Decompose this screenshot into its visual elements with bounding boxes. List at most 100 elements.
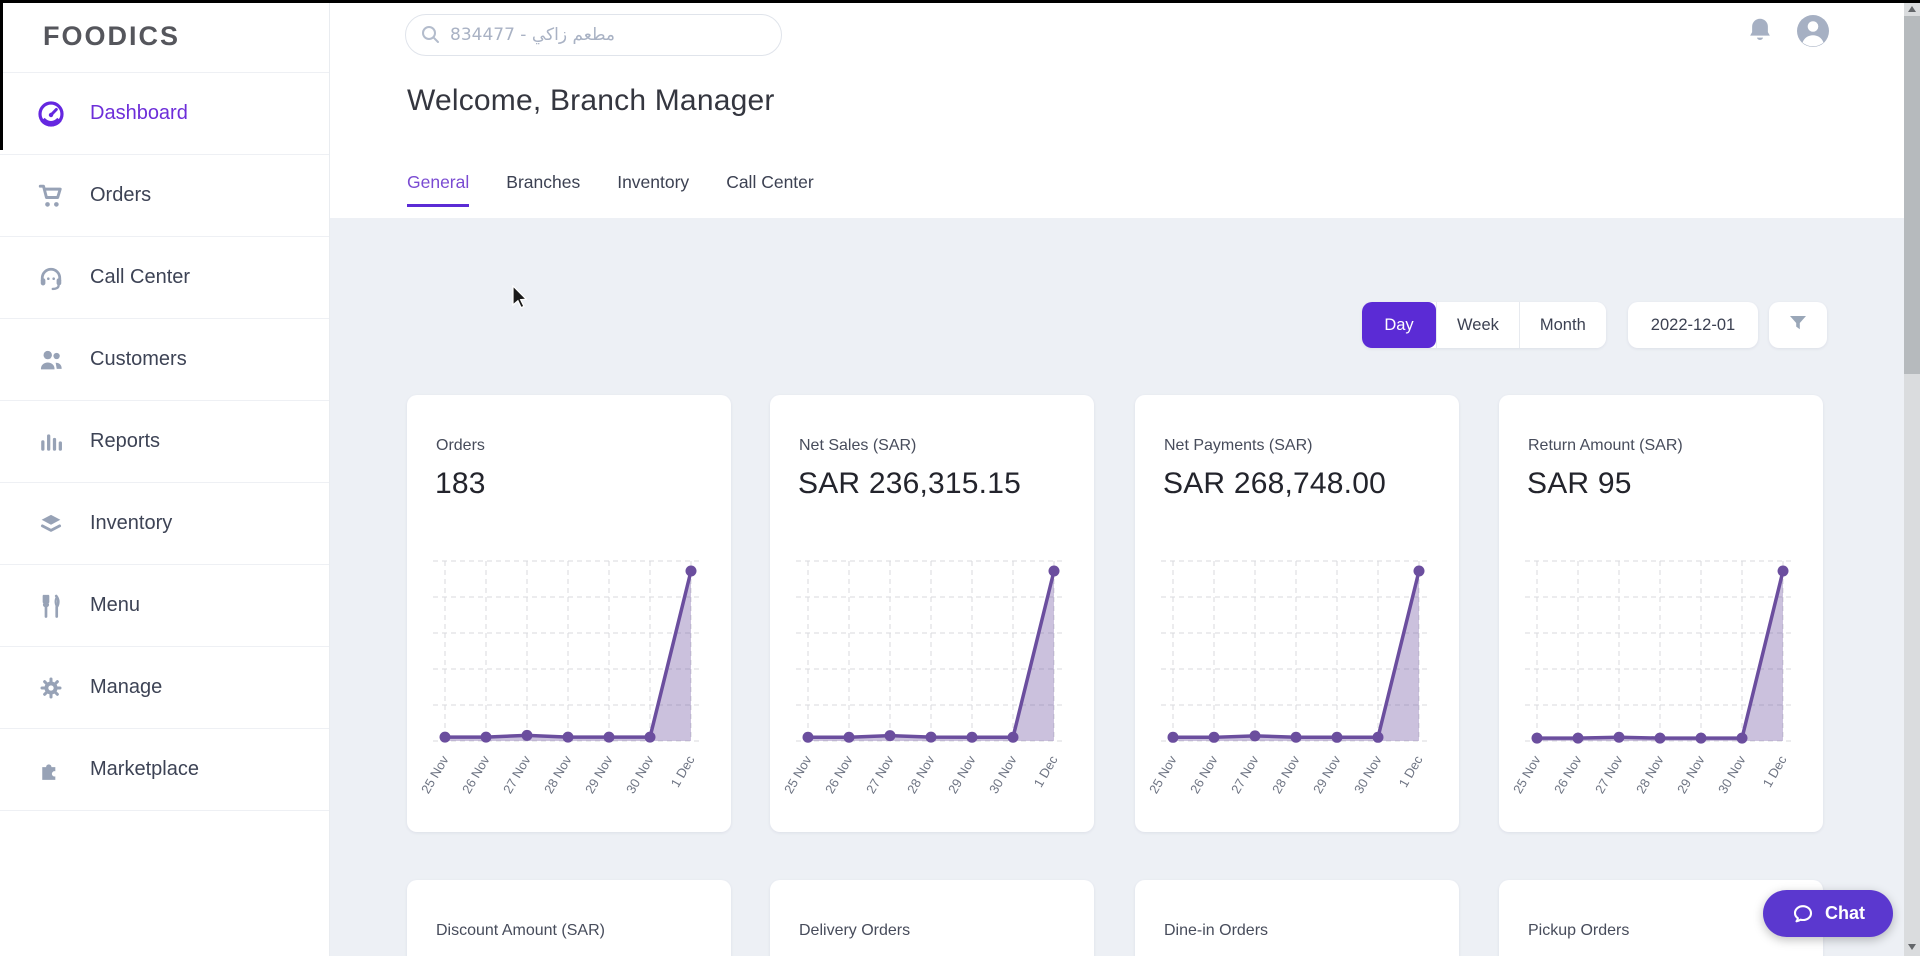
sidebar-item-call-center[interactable]: Call Center: [0, 237, 329, 319]
sidebar-item-reports[interactable]: Reports: [0, 401, 329, 483]
svg-text:28 Nov: 28 Nov: [541, 753, 575, 797]
trend-chart: 25 Nov 26 Nov 27 Nov 28 Nov 29 Nov 30 Nov 1 De…: [1149, 560, 1431, 797]
sidebar-item-inventory[interactable]: Inventory: [0, 483, 329, 565]
svg-text:29 Nov: 29 Nov: [1674, 753, 1708, 797]
user-avatar-icon[interactable]: [1795, 13, 1831, 54]
svg-text:28 Nov: 28 Nov: [904, 753, 938, 797]
svg-text:29 Nov: 29 Nov: [1310, 753, 1344, 797]
headset-icon: [36, 263, 66, 293]
foodics-logo: FOODICS: [43, 20, 181, 51]
card-label: Delivery Orders: [799, 922, 911, 939]
sidebar-item-label: Call Center: [90, 266, 191, 288]
card-value: SAR 236,315.15: [798, 467, 1021, 500]
sidebar-item-label: Marketplace: [90, 758, 199, 780]
svg-text:30 Nov: 30 Nov: [1715, 753, 1749, 797]
card-label: Return Amount (SAR): [1528, 437, 1683, 454]
chat-button[interactable]: Chat: [1763, 890, 1893, 937]
svg-text:1 Dec: 1 Dec: [1760, 753, 1790, 790]
trend-chart: 25 Nov 26 Nov 27 Nov 28 Nov 29 Nov 30 Nov 1 De…: [421, 560, 703, 797]
trend-chart: 25 Nov 26 Nov 27 Nov 28 Nov 29 Nov 30 Nov 1 De…: [784, 560, 1066, 797]
metric-card-return-amount: Return Amount (SAR) SAR 95 25 Nov 26 Nov 2…: [1499, 395, 1823, 832]
card-value: SAR 268,748.00: [1163, 467, 1386, 500]
card-label: Orders: [436, 437, 485, 454]
dashboard-content: Day Week Month 2022-12-01 Orders 183 25 …: [330, 218, 1904, 956]
search-input[interactable]: [405, 14, 782, 56]
sidebar-item-customers[interactable]: Customers: [0, 319, 329, 401]
sidebar-item-label: Orders: [90, 184, 152, 206]
card-label: Dine-in Orders: [1164, 922, 1269, 939]
window-left-edge: [0, 0, 3, 150]
users-icon: [36, 345, 66, 375]
sidebar-item-label: Inventory: [90, 512, 173, 534]
svg-text:1 Dec: 1 Dec: [1031, 753, 1061, 790]
svg-text:30 Nov: 30 Nov: [1351, 753, 1385, 797]
tab-inventory[interactable]: Inventory: [617, 172, 690, 192]
svg-text:28 Nov: 28 Nov: [1269, 753, 1303, 797]
vertical-scrollbar[interactable]: [1904, 0, 1920, 956]
sidebar-item-manage[interactable]: Manage: [0, 647, 329, 729]
svg-text:25 Nov: 25 Nov: [1149, 753, 1180, 797]
utensils-icon: [36, 591, 66, 621]
scroll-up-arrow-icon[interactable]: [1908, 6, 1916, 12]
svg-text:1 Dec: 1 Dec: [668, 753, 698, 790]
puzzle-icon: [36, 755, 66, 785]
period-day-button[interactable]: Day: [1362, 302, 1436, 348]
svg-text:1 Dec: 1 Dec: [1396, 753, 1426, 790]
card-label: Net Sales (SAR): [799, 437, 917, 454]
sidebar-item-marketplace[interactable]: Marketplace: [0, 729, 329, 811]
sidebar-item-label: Dashboard: [90, 102, 188, 124]
svg-text:26 Nov: 26 Nov: [459, 753, 493, 797]
logo-area: FOODICS: [0, 0, 329, 73]
chat-button-label: Chat: [1825, 903, 1865, 923]
period-month-button[interactable]: Month: [1518, 302, 1606, 348]
tab-call-center[interactable]: Call Center: [726, 172, 814, 192]
filter-button[interactable]: [1769, 302, 1827, 348]
scrollbar-thumb[interactable]: [1904, 16, 1920, 374]
svg-text:29 Nov: 29 Nov: [582, 753, 616, 797]
tabs: General Branches Inventory Call Center: [407, 172, 814, 207]
svg-text:25 Nov: 25 Nov: [421, 753, 452, 797]
svg-text:27 Nov: 27 Nov: [1228, 753, 1262, 797]
card-label: Net Payments (SAR): [1164, 437, 1313, 454]
sidebar: FOODICS Dashboard Orders: [0, 0, 330, 956]
tab-branches[interactable]: Branches: [506, 172, 581, 192]
svg-text:26 Nov: 26 Nov: [1187, 753, 1221, 797]
tab-general[interactable]: General: [407, 172, 470, 207]
window-top-edge: [0, 0, 1920, 3]
metric-card-pickup-orders: Pickup Orders: [1499, 880, 1823, 956]
svg-text:25 Nov: 25 Nov: [1513, 753, 1544, 797]
cart-icon: [36, 181, 66, 211]
sidebar-item-label: Menu: [90, 594, 141, 616]
svg-text:27 Nov: 27 Nov: [1592, 753, 1626, 797]
svg-text:25 Nov: 25 Nov: [784, 753, 815, 797]
card-label: Pickup Orders: [1528, 922, 1630, 939]
card-label: Discount Amount (SAR): [436, 922, 605, 939]
notifications-bell-icon[interactable]: [1745, 16, 1775, 53]
metric-card-net-sales: Net Sales (SAR) SAR 236,315.15 25 Nov 26 …: [770, 395, 1094, 832]
gear-icon: [36, 673, 66, 703]
svg-text:29 Nov: 29 Nov: [945, 753, 979, 797]
svg-text:28 Nov: 28 Nov: [1633, 753, 1667, 797]
funnel-icon: [1786, 311, 1810, 340]
svg-text:26 Nov: 26 Nov: [822, 753, 856, 797]
card-value: 183: [435, 467, 486, 500]
sidebar-item-dashboard[interactable]: Dashboard: [0, 73, 329, 155]
period-week-button[interactable]: Week: [1436, 302, 1519, 348]
metric-card-net-payments: Net Payments (SAR) SAR 268,748.00 25 Nov…: [1135, 395, 1459, 832]
search-icon: [419, 23, 443, 52]
date-picker[interactable]: 2022-12-01: [1628, 302, 1758, 348]
metric-card-dine-in-orders: Dine-in Orders: [1135, 880, 1459, 956]
metric-card-discount-amount: Discount Amount (SAR): [407, 880, 731, 956]
sidebar-item-menu[interactable]: Menu: [0, 565, 329, 647]
metric-card-delivery-orders: Delivery Orders: [770, 880, 1094, 956]
trend-chart: 25 Nov 26 Nov 27 Nov 28 Nov 29 Nov 30 Nov 1 De…: [1513, 560, 1795, 797]
svg-text:27 Nov: 27 Nov: [863, 753, 897, 797]
svg-text:26 Nov: 26 Nov: [1551, 753, 1585, 797]
sidebar-item-orders[interactable]: Orders: [0, 155, 329, 237]
svg-text:30 Nov: 30 Nov: [623, 753, 657, 797]
layers-icon: [36, 509, 66, 539]
sidebar-item-label: Manage: [90, 676, 163, 698]
period-segmented-control: Day Week Month: [1362, 302, 1606, 348]
scroll-down-arrow-icon[interactable]: [1908, 944, 1916, 950]
svg-text:30 Nov: 30 Nov: [986, 753, 1020, 797]
